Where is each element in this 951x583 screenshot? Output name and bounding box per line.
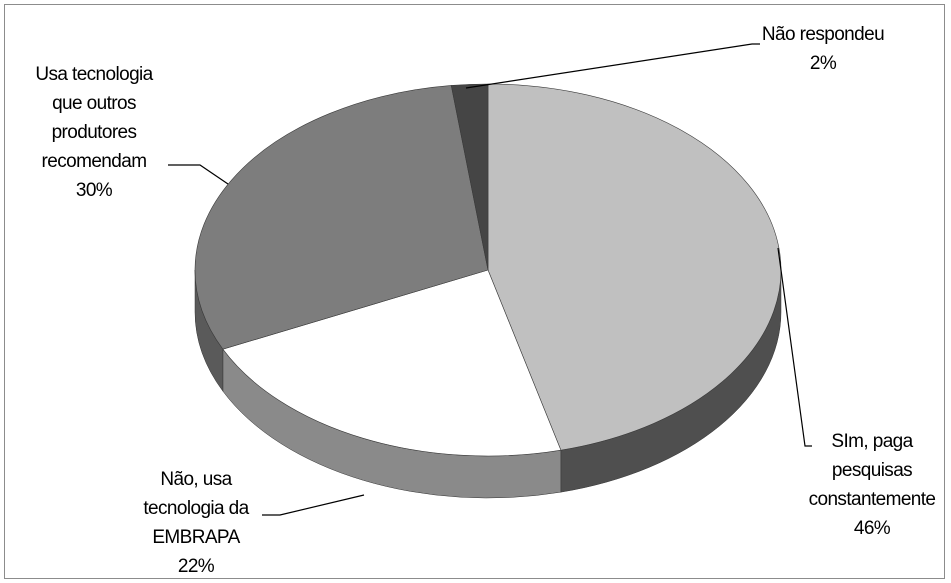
label-line: constantemente: [809, 489, 936, 510]
label-line: SIm, paga: [831, 431, 913, 452]
label-line: 22%: [178, 556, 215, 577]
pie-tops: [194, 83, 782, 457]
pie-slice-nao-respondeu: [450, 83, 489, 271]
data-label-sim-paga-pesquisas-constantemente: SIm, paga pesquisas constantemente 46%: [809, 431, 936, 539]
label-line: Não respondeu: [762, 24, 884, 45]
label-line: Não, usa: [160, 469, 232, 490]
label-line: 46%: [854, 518, 891, 539]
leader-line-nao-usa-tecnologia-da-embrapa: [262, 494, 365, 516]
label-line: 30%: [76, 180, 113, 201]
pie-slice-nao-usa-tecnologia-da-embrapa: [222, 269, 562, 457]
label-line: produtores: [52, 122, 137, 143]
data-label-nao-respondeu: Não respondeu 2%: [762, 24, 884, 74]
leader-lines: [168, 43, 812, 516]
label-line: recomendam: [42, 151, 147, 172]
pie-slice-sim-paga-pesquisas-constantemente: [487, 83, 782, 451]
leader-line-usa-tecnologia-que-outros-produtores-recomendam: [168, 164, 229, 185]
label-line: que outros: [52, 93, 136, 114]
data-label-nao-usa-tecnologia-da-embrapa: Não, usa tecnologia da EMBRAPA 22%: [143, 469, 249, 577]
label-line: pesquisas: [832, 460, 912, 481]
label-line: 2%: [810, 53, 837, 74]
label-line: tecnologia da: [143, 498, 249, 519]
data-labels: SIm, paga pesquisas constantemente 46% Não, …: [35, 24, 936, 577]
leader-line-nao-respondeu: [465, 43, 760, 89]
data-label-usa-tecnologia-que-outros-produtores-recomendam: Usa tecnologia que outros produtores recome…: [35, 64, 153, 201]
leader-line-sim-paga-pesquisas-constantemente: [777, 247, 812, 447]
pie-slice-usa-tecnologia-que-outros-produtores-recomendam: [194, 85, 489, 350]
label-line: Usa tecnologia: [35, 64, 153, 85]
label-line: EMBRAPA: [152, 527, 240, 548]
